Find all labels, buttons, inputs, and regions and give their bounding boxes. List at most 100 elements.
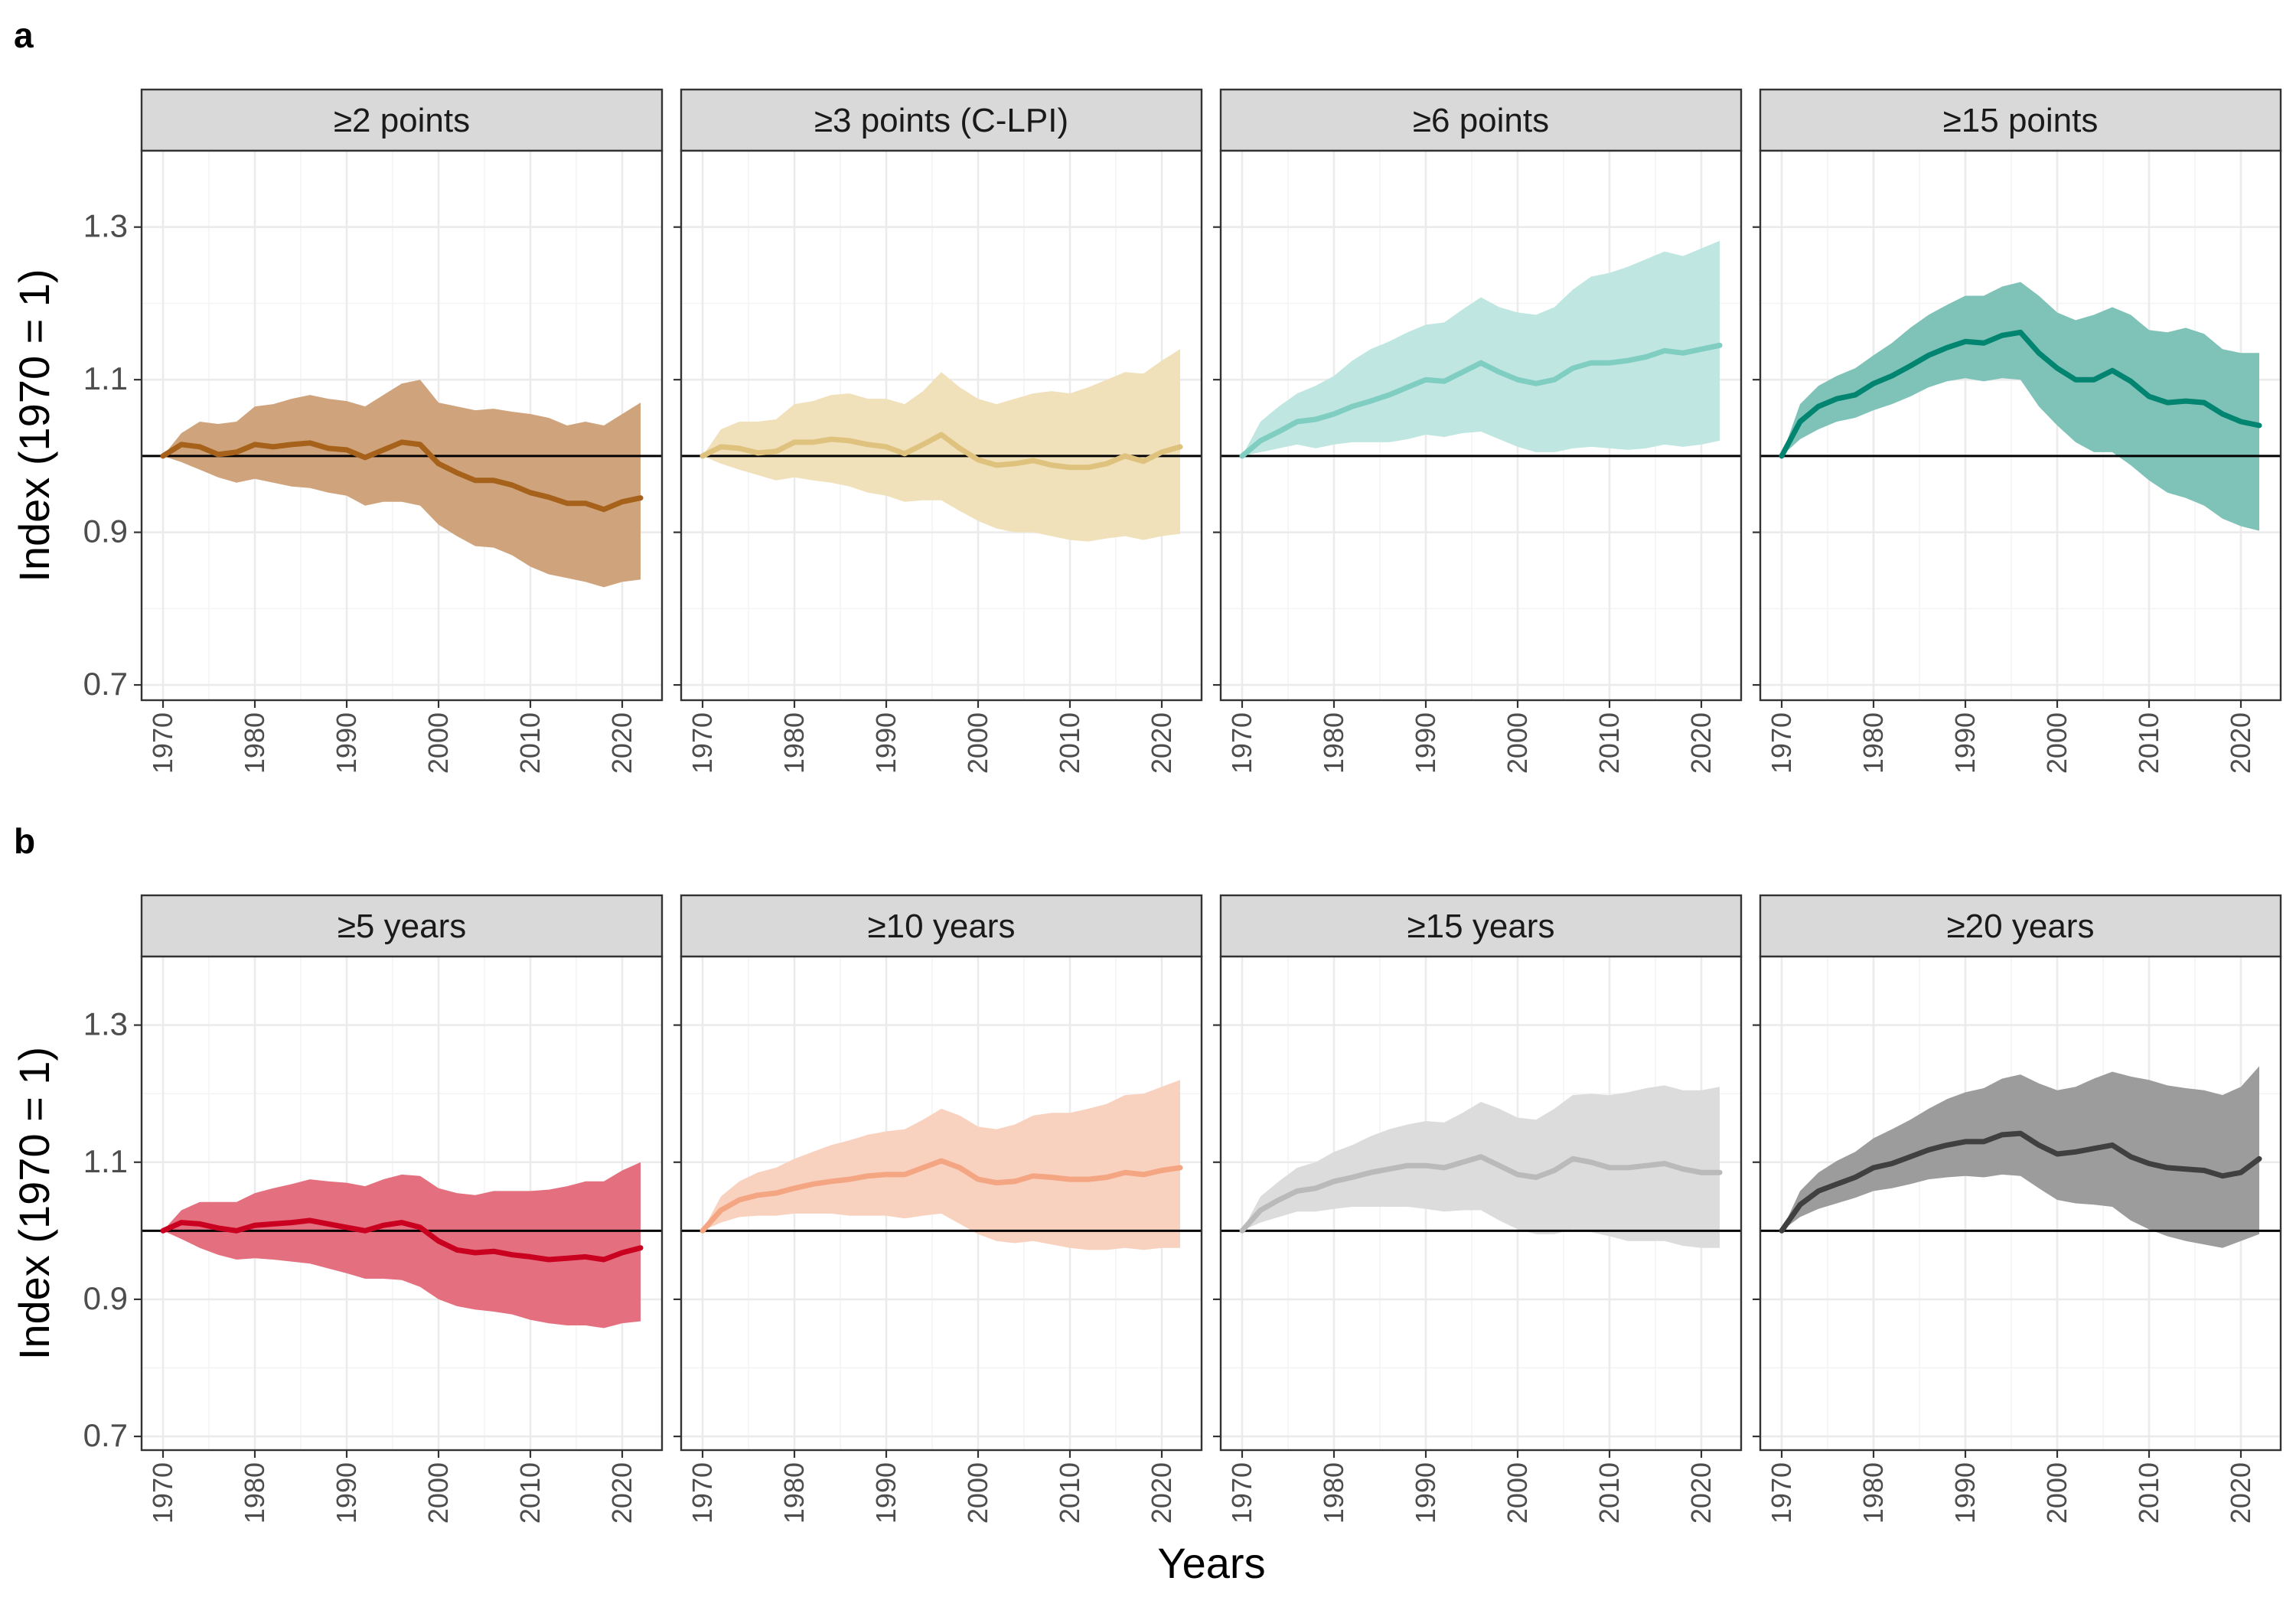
- x-tick-label: 1990: [1949, 1462, 1981, 1524]
- index-line: [160, 439, 644, 513]
- x-tick-label: 2020: [2225, 1462, 2256, 1524]
- x-tick-label: 1980: [778, 1462, 810, 1524]
- x-tick-label: 1970: [1766, 1462, 1797, 1524]
- x-tick-label: 2010: [2133, 712, 2164, 774]
- x-tick-label: 2000: [1502, 1462, 1533, 1524]
- x-tick-label: 1990: [870, 712, 902, 774]
- x-tick-label: 1990: [1410, 712, 1441, 774]
- panel-border: [1759, 955, 2282, 1452]
- x-tick-label: 1980: [239, 1462, 270, 1524]
- y-tick-label: 1.1: [83, 360, 128, 396]
- panel-1-2: ≥15 years 1970 1980 1990 2000 2010 2020: [1213, 894, 1743, 1524]
- confidence-band: [1242, 1085, 1720, 1248]
- x-tick-label: 1990: [331, 712, 362, 774]
- confidence-band: [703, 1080, 1180, 1250]
- x-tick-label: 2000: [962, 1462, 993, 1524]
- confidence-band: [163, 1162, 641, 1328]
- x-tick-label: 2000: [962, 712, 993, 774]
- strip: [680, 88, 1203, 152]
- x-tick-label: 2010: [514, 712, 546, 774]
- x-tick-label: 2000: [2041, 712, 2073, 774]
- confidence-band: [703, 349, 1180, 542]
- strip-label: ≥20 years: [1947, 908, 2095, 945]
- strip-label: ≥2 points: [334, 102, 470, 139]
- x-tick-label: 2000: [2041, 1462, 2073, 1524]
- y-tick-label: 1.3: [83, 1006, 128, 1042]
- strip-label: ≥15 points: [1943, 102, 2099, 139]
- x-tick-label: 2020: [1685, 712, 1717, 774]
- strip: [140, 88, 664, 152]
- panel-1-3: ≥20 years 1970 1980 1990 2000 2010 2020: [1753, 894, 2282, 1524]
- x-tick-label: 1980: [1857, 712, 1889, 774]
- x-tick-label: 2020: [1685, 1462, 1717, 1524]
- y-tick-label: 0.9: [83, 513, 128, 549]
- y-tick-label: 1.1: [83, 1143, 128, 1179]
- x-tick-label: 2010: [1054, 1462, 1085, 1524]
- confidence-band: [1782, 282, 2259, 531]
- x-tick-label: 1980: [1318, 1462, 1349, 1524]
- x-tick-label: 2000: [422, 712, 454, 774]
- x-tick-label: 1990: [1949, 712, 1981, 774]
- strip: [680, 894, 1203, 958]
- x-tick-label: 1970: [147, 1462, 178, 1524]
- y-tick-label: 0.7: [83, 666, 128, 702]
- index-line: [1239, 1154, 1723, 1234]
- x-tick-label: 1980: [1857, 1462, 1889, 1524]
- x-axis-title: Years: [1157, 1539, 1265, 1587]
- x-tick-label: 2000: [422, 1462, 454, 1524]
- panel-0-0: ≥2 points 1970 1980 1990 2000 2010 2020 0.7 0.9 1…: [83, 88, 664, 774]
- x-tick-label: 1980: [778, 712, 810, 774]
- x-tick-label: 1970: [1226, 712, 1257, 774]
- panel-border: [1219, 955, 1743, 1452]
- strip: [140, 894, 664, 958]
- panel-border: [140, 955, 664, 1452]
- x-tick-label: 2010: [514, 1462, 546, 1524]
- x-tick-label: 1980: [239, 712, 270, 774]
- strip-label: ≥15 years: [1407, 908, 1555, 945]
- confidence-band: [1782, 1066, 2259, 1248]
- strip-label: ≥3 points (C-LPI): [814, 102, 1068, 139]
- x-tick-label: 1990: [331, 1462, 362, 1524]
- panel-border: [140, 149, 664, 702]
- panel-1-0: ≥5 years 1970 1980 1990 2000 2010 2020 0.7 0.9 1.…: [83, 894, 664, 1524]
- y-tick-label: 0.7: [83, 1417, 128, 1453]
- panel-0-3: ≥15 points 1970 1980 1990 2000 2010 2020: [1753, 88, 2282, 774]
- x-tick-label: 1980: [1318, 712, 1349, 774]
- panel-border: [680, 149, 1203, 702]
- panel-border: [680, 955, 1203, 1452]
- x-tick-label: 2020: [2225, 712, 2256, 774]
- y-axis-title: Index (1970 = 1): [10, 269, 58, 582]
- x-tick-label: 1970: [1766, 712, 1797, 774]
- x-tick-label: 2020: [1146, 1462, 1177, 1524]
- x-tick-label: 1970: [687, 712, 718, 774]
- strip-label: ≥5 years: [338, 908, 466, 945]
- x-tick-label: 2020: [606, 1462, 638, 1524]
- index-line: [1239, 342, 1723, 459]
- index-line: [700, 432, 1183, 471]
- y-tick-label: 1.3: [83, 208, 128, 244]
- row-tag-a: a: [14, 15, 34, 55]
- x-tick-label: 2010: [2133, 1462, 2164, 1524]
- x-tick-label: 2010: [1593, 712, 1625, 774]
- strip: [1759, 88, 2282, 152]
- index-line: [1779, 329, 2262, 459]
- strip: [1219, 894, 1743, 958]
- index-line: [700, 1158, 1183, 1234]
- index-line: [1779, 1130, 2262, 1234]
- row-tag-b: b: [14, 821, 35, 861]
- x-tick-label: 1990: [870, 1462, 902, 1524]
- y-tick-label: 0.9: [83, 1280, 128, 1316]
- x-tick-label: 2010: [1054, 712, 1085, 774]
- x-tick-label: 2000: [1502, 712, 1533, 774]
- x-tick-label: 1970: [687, 1462, 718, 1524]
- panel-1-1: ≥10 years 1970 1980 1990 2000 2010 2020: [673, 894, 1203, 1524]
- strip: [1759, 894, 2282, 958]
- panel-border: [1219, 149, 1743, 702]
- x-tick-label: 1970: [147, 712, 178, 774]
- panel-border: [1759, 149, 2282, 702]
- y-axis-title: Index (1970 = 1): [10, 1047, 58, 1360]
- x-tick-label: 2010: [1593, 1462, 1625, 1524]
- x-tick-label: 1990: [1410, 1462, 1441, 1524]
- x-tick-label: 1970: [1226, 1462, 1257, 1524]
